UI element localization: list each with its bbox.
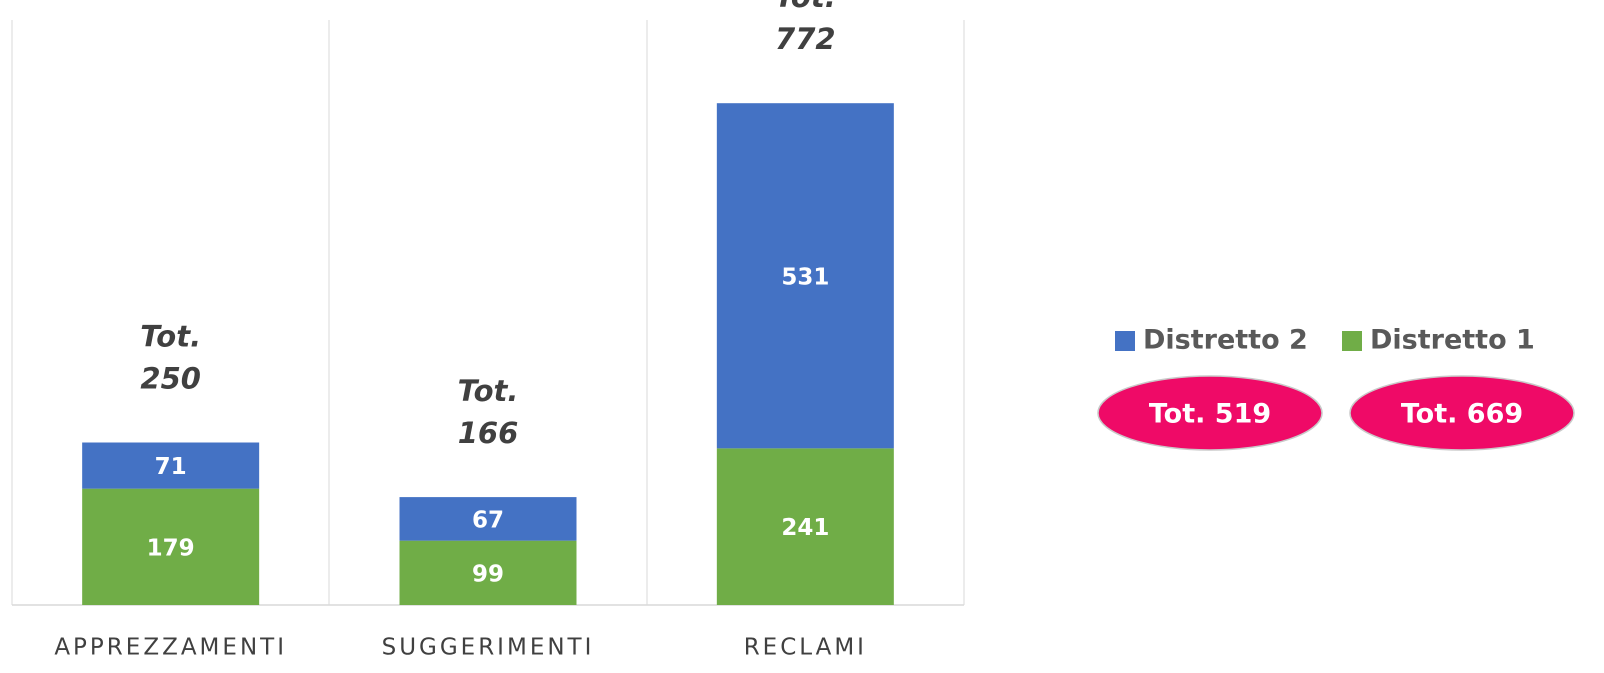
bar-segment (82, 442, 260, 489)
total-prefix: Tot. (775, 0, 836, 14)
total-value: 250 (140, 362, 201, 396)
x-tick-label: RECLAMI (744, 635, 867, 661)
badge-label: Tot. 669 (1401, 399, 1523, 430)
bar-segment (716, 103, 894, 449)
total-badge (1349, 375, 1575, 451)
total-prefix: Tot. (140, 320, 201, 354)
data-label: 71 (155, 454, 187, 480)
total-value: 772 (775, 22, 836, 56)
total-badge (1097, 375, 1323, 451)
bar-segment (399, 497, 577, 541)
bar-segment (82, 488, 260, 605)
legend-swatch (1342, 331, 1362, 351)
legend-label: Distretto 2 (1143, 325, 1308, 356)
data-label: 99 (472, 561, 504, 587)
bar-segment (716, 448, 894, 605)
legend-swatch (1115, 331, 1135, 351)
total-prefix: Tot. (458, 374, 519, 408)
data-label: 241 (781, 515, 829, 541)
badge-label: Tot. 519 (1149, 399, 1271, 430)
legend-label: Distretto 1 (1370, 325, 1535, 356)
x-tick-label: APPREZZAMENTI (54, 635, 287, 661)
data-label: 531 (781, 264, 829, 290)
data-label: 179 (147, 535, 195, 561)
x-tick-label: SUGGERIMENTI (382, 635, 595, 661)
bar-segment (399, 540, 577, 605)
total-value: 166 (458, 416, 519, 450)
data-label: 67 (472, 507, 504, 533)
